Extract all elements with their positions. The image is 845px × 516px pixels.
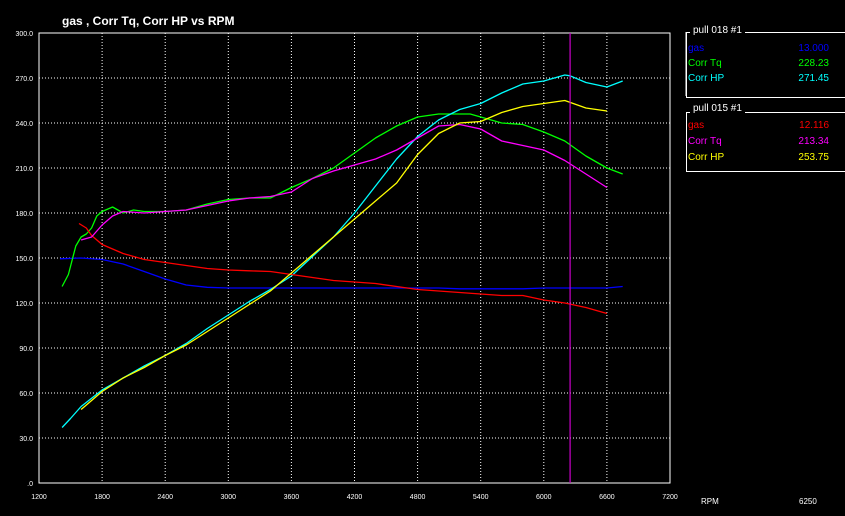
x-tick-label: 6000 xyxy=(536,494,552,501)
x-tick-label: 3000 xyxy=(221,494,237,501)
y-tick-label: 270.0 xyxy=(15,76,33,83)
x-axis-label: RPM xyxy=(701,497,719,506)
x-tick-label: 3600 xyxy=(284,494,300,501)
x-tick-label: 6600 xyxy=(599,494,615,501)
chart-title: gas , Corr Tq, Corr HP vs RPM xyxy=(62,14,234,28)
y-tick-label: 210.0 xyxy=(15,166,33,173)
x-tick-labels: 1200 1800 2400 3000 3600 4200 4800 5400 6000 6600… xyxy=(31,494,678,501)
series-line-gas-pull-018 xyxy=(59,257,623,290)
y-tick-label: 60.0 xyxy=(19,391,33,398)
x-tick-label: 7200 xyxy=(662,494,678,501)
legend-group-pull-018 xyxy=(686,32,845,98)
legend-row-corr-tq-015: Corr Tq 213.34 xyxy=(688,136,829,148)
legend-series-value: 271.45 xyxy=(798,73,829,84)
y-tick-label: 90.0 xyxy=(19,346,33,353)
legend-row-corr-tq-018: Corr Tq 228.23 xyxy=(688,58,829,70)
series-line-corr-hp-pull-018 xyxy=(61,74,623,428)
y-tick-label: 30.0 xyxy=(19,436,33,443)
y-tick-label: 180.0 xyxy=(15,211,33,218)
y-tick-label: 120.0 xyxy=(15,301,33,308)
x-tick-label: 4800 xyxy=(410,494,426,501)
x-tick-label: 1800 xyxy=(94,494,110,501)
legend-series-value: 12.116 xyxy=(799,120,829,131)
y-tick-label: 150.0 xyxy=(15,256,33,263)
legend-group-label: pull 018 #1 xyxy=(690,25,745,36)
series-lines xyxy=(59,74,623,428)
y-tick-label: 300.0 xyxy=(15,31,33,38)
y-tick-label: .0 xyxy=(27,481,33,488)
legend-series-value: 13.000 xyxy=(798,43,829,54)
series-line-corr-hp-pull-015 xyxy=(80,99,607,410)
legend-row-gas-015: gas 12.116 xyxy=(688,120,829,132)
legend-series-name: gas xyxy=(688,43,705,54)
series-line-corr-tq-pull-018 xyxy=(61,113,623,287)
series-line-corr-tq-pull-015 xyxy=(80,123,608,241)
legend-row-corr-hp-018: Corr HP 271.45 xyxy=(688,73,829,85)
legend-group-pull-015 xyxy=(686,112,845,172)
legend-series-value: 213.34 xyxy=(798,136,829,147)
legend-series-name: Corr Tq xyxy=(688,136,722,147)
y-tick-labels: .0 30.0 60.0 90.0 120.0 150.0 180.0 210.0 240.0 2… xyxy=(15,31,33,488)
y-tick-label: 240.0 xyxy=(15,121,33,128)
legend-series-name: gas xyxy=(688,120,705,131)
x-tick-label: 1200 xyxy=(31,494,47,501)
legend-series-name: Corr HP xyxy=(688,73,725,84)
legend-group-label: pull 015 #1 xyxy=(690,103,745,114)
legend-row-corr-hp-015: Corr HP 253.75 xyxy=(688,152,829,164)
series-line-gas-pull-015 xyxy=(78,222,608,315)
legend-series-value: 228.23 xyxy=(798,58,829,69)
legend-series-name: Corr HP xyxy=(688,152,725,163)
legend-series-name: Corr Tq xyxy=(688,58,722,69)
x-tick-label: 2400 xyxy=(157,494,173,501)
legend-series-value: 253.75 xyxy=(798,152,829,163)
grid-lines xyxy=(38,32,671,484)
cursor-rpm-readout: 6250 xyxy=(799,497,817,506)
x-tick-label: 5400 xyxy=(473,494,489,501)
legend-row-gas-018: gas 13.000 xyxy=(688,43,829,55)
x-tick-label: 4200 xyxy=(347,494,363,501)
